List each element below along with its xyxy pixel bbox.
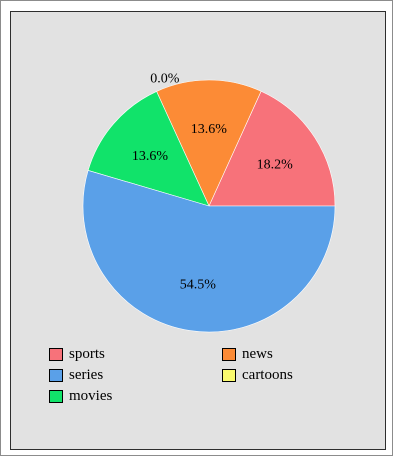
pie-slice-series	[82, 170, 336, 333]
slice-label-sports: 18.2%	[257, 158, 294, 173]
legend-swatch-movies	[49, 389, 63, 403]
pie-slice-sports	[208, 90, 336, 207]
pie-chart: 18.2% 13.6% 0.0% 13.6% 54.5%	[82, 72, 336, 333]
legend-swatch-sports	[49, 347, 63, 361]
legend-swatch-news	[222, 347, 236, 361]
pie-slice-news	[156, 79, 262, 207]
chart-panel: 18.2% 13.6% 0.0% 13.6% 54.5% sports series mov…	[10, 11, 386, 450]
slice-label-news: 13.6%	[191, 122, 228, 137]
legend-item-series: series	[49, 366, 103, 384]
legend-swatch-series	[49, 368, 63, 382]
legend-swatch-cartoons	[222, 368, 236, 382]
legend-item-movies: movies	[49, 387, 112, 405]
pie-slice-movies	[87, 91, 210, 207]
slice-label-series: 54.5%	[180, 277, 217, 292]
chart-legend: sports series movies news cartoons	[11, 12, 385, 449]
legend-item-sports: sports	[49, 345, 105, 363]
slice-label-movies: 13.6%	[132, 149, 169, 164]
legend-item-cartoons: cartoons	[222, 366, 293, 384]
legend-label-news: news	[242, 345, 273, 362]
legend-label-cartoons: cartoons	[242, 366, 293, 383]
legend-item-news: news	[222, 345, 273, 363]
legend-label-movies: movies	[69, 387, 113, 404]
pie-slices	[82, 79, 336, 333]
pie-labels: 18.2% 13.6% 0.0% 13.6% 54.5%	[132, 72, 293, 293]
slice-label-cartoons: 0.0%	[150, 72, 180, 87]
legend-label-sports: sports	[69, 345, 105, 362]
legend-label-series: series	[69, 366, 104, 383]
